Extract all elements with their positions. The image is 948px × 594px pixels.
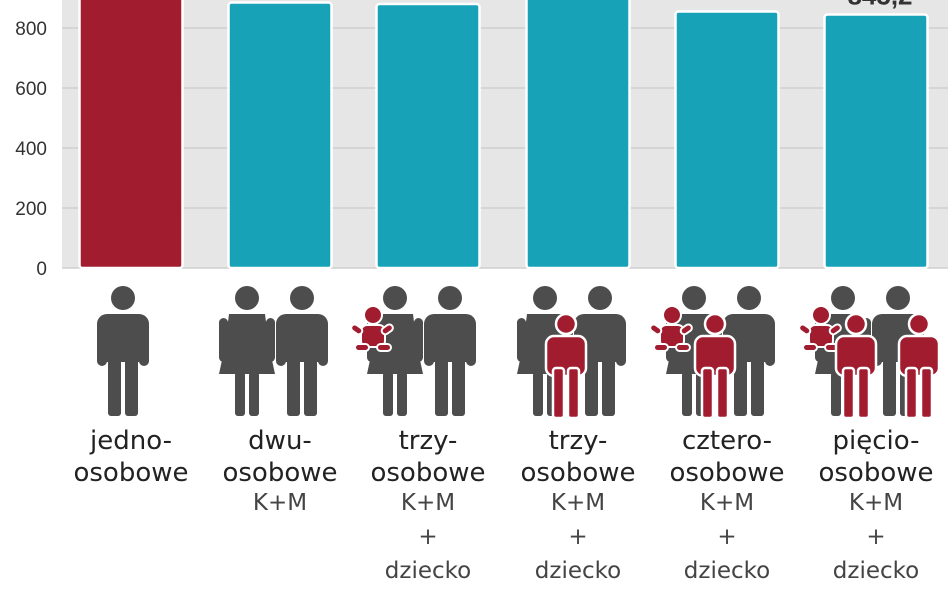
category-label-line1: trzy- — [398, 426, 458, 456]
child-icon — [834, 312, 878, 420]
child-icon — [544, 312, 588, 420]
category-label-line2: osobowe — [370, 458, 486, 488]
y-tick-label: 800 — [15, 19, 47, 40]
category-label-line3: K+M — [252, 490, 308, 516]
category-label-line3 — [51, 492, 211, 526]
category-label-line4: + — [568, 524, 588, 550]
household-icon-group — [219, 286, 328, 416]
bar — [375, 2, 481, 270]
category-label-line3: K+M — [400, 490, 456, 516]
man-icon — [723, 286, 775, 416]
baby-icon — [649, 305, 693, 352]
household-icon-group — [97, 286, 149, 416]
baby-icon — [798, 305, 842, 352]
category-label: pięcio-osobowe K+M + dziecko — [796, 428, 948, 594]
category-label-line5: dziecko — [384, 558, 472, 584]
category-label-line4: + — [717, 524, 737, 550]
plot-background — [62, 0, 948, 268]
household-icons — [97, 286, 941, 420]
category-label-line1: cztero- — [681, 426, 773, 456]
woman-icon — [219, 286, 275, 416]
category-label: cztero-osobowe K+M + dziecko — [647, 428, 807, 594]
category-label-line2: osobowe — [222, 458, 338, 488]
category-label-line4: + — [418, 524, 438, 550]
bar — [78, 0, 184, 270]
category-label-line4: + — [866, 524, 886, 550]
household-icon-group — [350, 286, 476, 416]
category-label-line1: dwu- — [248, 426, 312, 456]
bar-value-label: 845,2 — [847, 0, 912, 10]
category-label: dwu-osobowe K+M — [200, 428, 360, 594]
man-icon — [276, 286, 328, 416]
man-icon — [97, 286, 149, 416]
category-label-line5 — [200, 560, 360, 594]
bar — [227, 1, 333, 270]
bar — [674, 10, 780, 270]
category-label: jedno-osobowe — [51, 428, 211, 594]
child-icon — [693, 312, 737, 420]
household-icon-group — [517, 286, 626, 420]
y-tick-label: 200 — [15, 199, 47, 220]
category-label: trzy-osobowe K+M + dziecko — [498, 428, 658, 594]
y-tick-label: 600 — [15, 79, 47, 100]
plot-area: 0 200 400 600 800 845,2 — [15, 0, 948, 280]
category-label: trzy-osobowe K+M + dziecko — [348, 428, 508, 594]
category-label-line3: K+M — [699, 490, 755, 516]
household-icon-group — [798, 286, 941, 420]
category-label-line5: dziecko — [683, 558, 771, 584]
child-icon — [897, 312, 941, 420]
category-label-line5: dziecko — [832, 558, 920, 584]
category-label-line2: osobowe — [73, 458, 189, 488]
category-label-line1: jedno- — [90, 426, 172, 456]
category-label-line1: pięcio- — [832, 426, 920, 456]
category-label-line3: K+M — [848, 490, 904, 516]
category-label-line1: trzy- — [548, 426, 608, 456]
category-label-line5 — [51, 560, 211, 594]
y-tick-label: 0 — [36, 259, 47, 280]
bar — [525, 0, 631, 270]
category-label-line2: osobowe — [669, 458, 785, 488]
y-tick-label: 400 — [15, 139, 47, 160]
bar — [823, 13, 929, 270]
man-icon — [424, 286, 476, 416]
category-label-line3: K+M — [550, 490, 606, 516]
household-icon-group — [649, 286, 775, 420]
category-label-line4 — [51, 526, 211, 560]
category-label-line2: osobowe — [520, 458, 636, 488]
baby-icon — [350, 305, 394, 352]
category-label-line2: osobowe — [818, 458, 934, 488]
category-label-line5: dziecko — [534, 558, 622, 584]
category-label-line4 — [200, 526, 360, 560]
